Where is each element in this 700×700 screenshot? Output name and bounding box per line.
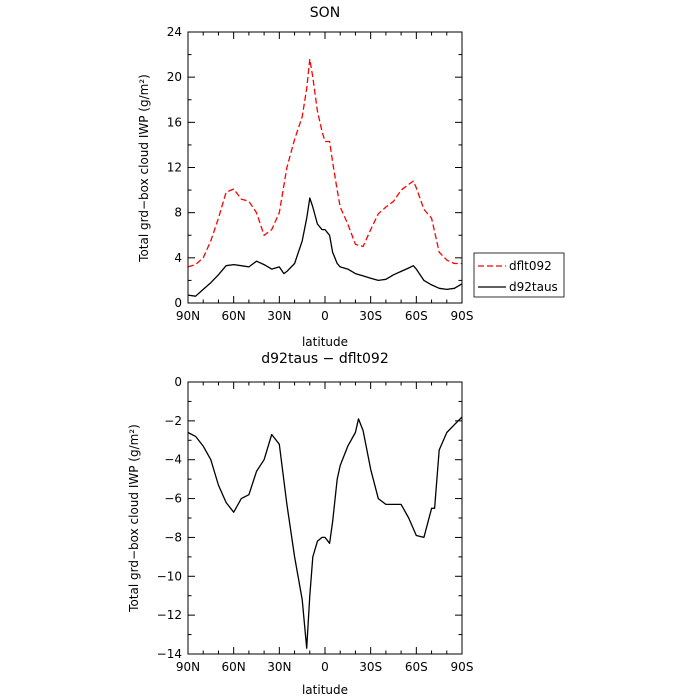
title-bottom: d92taus − dflt092 [261,351,388,367]
ticks-top: 90N 60N 30N 0 30S 60S 90S 0 4 8 12 16 20 24 [167,25,474,323]
series-line-dflt092 [187,58,462,268]
title-top: SON [310,5,340,21]
x-tick-label-bottom: 90N [176,660,200,674]
y-tick-label-top: 24 [167,25,182,39]
y-tick-label-bottom: −8 [164,530,182,544]
x-tick-label-bottom: 30S [359,660,382,674]
x-tick-label-top: 60S [405,309,428,323]
y-tick-label-top: 20 [167,70,182,84]
x-tick-label-bottom: 60N [222,660,246,674]
series-line-diff-0 [187,416,463,649]
y-tick-label-top: 4 [174,251,182,265]
panel-top: SON 90N 60N 30N 0 30S 60S 90S 0 4 8 12 16 20 24 latit… [137,5,473,349]
x-tick-label-top: 60N [222,309,246,323]
y-tick-label-bottom: −12 [157,608,182,622]
x-tick-label-bottom: 30N [267,660,291,674]
y-tick-label-bottom: −4 [164,453,182,467]
legend-box [473,252,565,298]
y-tick-label-bottom: 0 [174,375,182,389]
y-axis-label-top: Total grd−box cloud IWP (g/m²) [137,74,151,263]
legend: dflt092 d92taus [473,252,565,298]
y-tick-label-top: 8 [174,206,182,220]
x-tick-label-top: 0 [321,309,329,323]
x-axis-label-top: latitude [302,335,348,349]
series-line-d92taus [187,197,463,297]
legend-label-d92taus: d92taus [509,280,558,294]
x-tick-label-bottom: 90S [451,660,474,674]
series-group-bottom [187,416,463,649]
x-tick-label-top: 30S [359,309,382,323]
x-tick-label-bottom: 0 [321,660,329,674]
y-axis-label-bottom: Total grd−box cloud IWP (g/m²) [127,424,141,613]
x-tick-label-top: 30N [267,309,291,323]
y-tick-label-top: 16 [167,115,182,129]
y-tick-label-bottom: −10 [157,569,182,583]
y-tick-label-top: 0 [174,296,182,310]
y-tick-label-top: 12 [167,161,182,175]
x-tick-label-bottom: 60S [405,660,428,674]
y-tick-label-bottom: −6 [164,492,182,506]
legend-label-dflt092: dflt092 [509,259,552,273]
x-tick-label-top: 90N [176,309,200,323]
x-axis-label-bottom: latitude [302,683,348,697]
plot-frame-bottom [187,381,463,655]
y-tick-label-bottom: −14 [157,647,182,661]
y-tick-label-bottom: −2 [164,414,182,428]
plot-frame-top [187,31,463,304]
ticks-bottom: 90N 60N 30N 0 30S 60S 90S −14 −12 −10 −8 −6 −4 −2 0 [157,375,474,674]
panel-bottom: d92taus − dflt092 90N 60N 30N 0 30S 60S 90S −14… [127,351,473,697]
x-tick-label-top: 90S [451,309,474,323]
series-group-top [187,58,463,297]
